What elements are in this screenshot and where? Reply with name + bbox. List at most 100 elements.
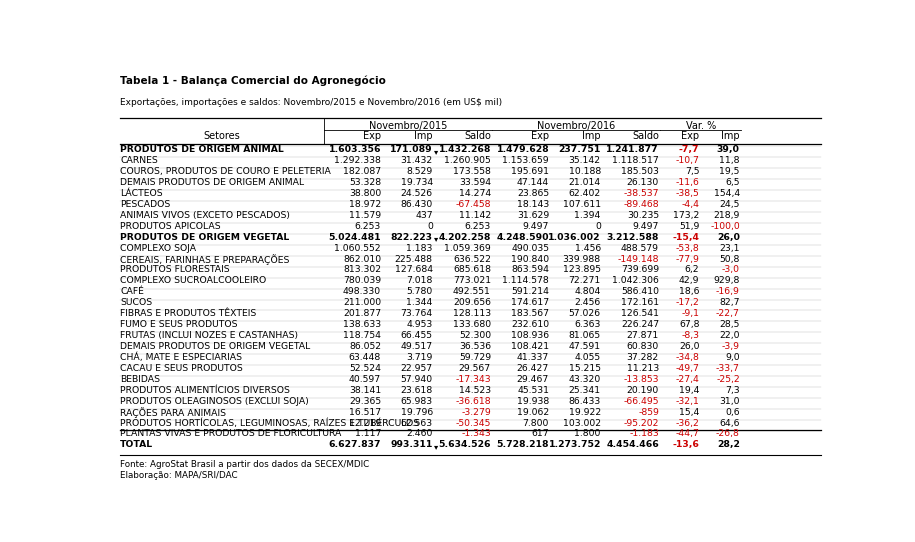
Text: 28,5: 28,5 (719, 320, 740, 329)
Text: Setores: Setores (204, 131, 241, 141)
Text: BEBIDAS: BEBIDAS (120, 375, 160, 384)
Text: 19.938: 19.938 (517, 397, 549, 405)
Text: 11.142: 11.142 (458, 211, 491, 220)
Text: 3.212.588: 3.212.588 (607, 233, 659, 242)
Text: -34,8: -34,8 (675, 353, 699, 362)
Text: Novembro/2015: Novembro/2015 (369, 120, 447, 131)
Text: 31.629: 31.629 (517, 211, 549, 220)
Text: 82,7: 82,7 (719, 298, 740, 307)
Text: 19,4: 19,4 (679, 386, 699, 395)
Text: 22.957: 22.957 (401, 364, 433, 373)
Text: 492.551: 492.551 (453, 287, 491, 296)
Text: 19.796: 19.796 (401, 408, 433, 417)
Text: COUROS, PRODUTOS DE COURO E PELETERIA: COUROS, PRODUTOS DE COURO E PELETERIA (120, 167, 331, 176)
Text: -77,9: -77,9 (675, 255, 699, 263)
Text: 108.936: 108.936 (511, 331, 549, 340)
Text: Exp: Exp (682, 131, 699, 141)
Text: 20.190: 20.190 (627, 386, 659, 395)
Text: 47.591: 47.591 (569, 342, 601, 351)
Text: 107.611: 107.611 (563, 200, 601, 209)
Text: 19.062: 19.062 (517, 408, 549, 417)
Text: 173.558: 173.558 (453, 167, 491, 176)
Text: -95.202: -95.202 (623, 418, 659, 428)
Text: 37.282: 37.282 (627, 353, 659, 362)
Text: Exp: Exp (531, 131, 549, 141)
Text: 12.219: 12.219 (349, 418, 381, 428)
Text: 1.118.517: 1.118.517 (612, 156, 659, 165)
Text: 1.059.369: 1.059.369 (444, 243, 491, 253)
Text: FRUTAS (INCLUI NOZES E CASTANHAS): FRUTAS (INCLUI NOZES E CASTANHAS) (120, 331, 298, 340)
Text: 26.130: 26.130 (627, 178, 659, 187)
Text: -89.468: -89.468 (623, 200, 659, 209)
Text: 22,0: 22,0 (719, 331, 740, 340)
Text: 16.517: 16.517 (349, 408, 381, 417)
Text: 29.365: 29.365 (349, 397, 381, 405)
Text: PRODUTOS FLORESTAIS: PRODUTOS FLORESTAIS (120, 266, 230, 274)
Text: 226.247: 226.247 (621, 320, 659, 329)
Text: 40.597: 40.597 (349, 375, 381, 384)
Text: 60.830: 60.830 (627, 342, 659, 351)
Text: 6.253: 6.253 (355, 222, 381, 231)
Text: 488.579: 488.579 (621, 243, 659, 253)
Text: 636.522: 636.522 (453, 255, 491, 263)
Text: Tabela 1 - Balança Comercial do Agronegócio: Tabela 1 - Balança Comercial do Agronegó… (120, 75, 386, 86)
Text: 86.430: 86.430 (401, 200, 433, 209)
Text: 127.684: 127.684 (394, 266, 433, 274)
Text: 183.567: 183.567 (511, 309, 549, 318)
Text: 30.235: 30.235 (627, 211, 659, 220)
Text: 26,0: 26,0 (716, 233, 740, 242)
Text: 38.800: 38.800 (349, 189, 381, 198)
Text: CAFÉ: CAFÉ (120, 287, 144, 296)
Text: -8,3: -8,3 (682, 331, 699, 340)
Text: 63.448: 63.448 (349, 353, 381, 362)
Text: 31,0: 31,0 (719, 397, 740, 405)
Text: 51,9: 51,9 (679, 222, 699, 231)
Text: 5.728.218: 5.728.218 (497, 441, 549, 449)
Text: -13.853: -13.853 (623, 375, 659, 384)
Text: -9,1: -9,1 (682, 309, 699, 318)
Text: 18.143: 18.143 (517, 200, 549, 209)
Text: 9,0: 9,0 (726, 353, 740, 362)
Text: 42,9: 42,9 (679, 276, 699, 286)
Text: 2.456: 2.456 (575, 298, 601, 307)
Text: PRODUTOS DE ORIGEM ANIMAL: PRODUTOS DE ORIGEM ANIMAL (120, 145, 284, 154)
Text: 4.454.466: 4.454.466 (607, 441, 659, 449)
Text: 86.052: 86.052 (349, 342, 381, 351)
Text: 1.456: 1.456 (575, 243, 601, 253)
Text: 6.627.837: 6.627.837 (328, 441, 381, 449)
Text: 773.021: 773.021 (453, 276, 491, 286)
Text: 498.330: 498.330 (343, 287, 381, 296)
Text: 25.341: 25.341 (569, 386, 601, 395)
Text: 780.039: 780.039 (343, 276, 381, 286)
Text: 1.432.268: 1.432.268 (438, 145, 491, 154)
Text: 15.215: 15.215 (569, 364, 601, 373)
Text: 18,6: 18,6 (679, 287, 699, 296)
Text: 26,0: 26,0 (679, 342, 699, 351)
Text: 19.734: 19.734 (401, 178, 433, 187)
Text: PESCADOS: PESCADOS (120, 200, 170, 209)
Text: 4.248.590: 4.248.590 (497, 233, 549, 242)
Text: 72.271: 72.271 (568, 276, 601, 286)
Text: 35.142: 35.142 (569, 156, 601, 165)
Text: 6,2: 6,2 (684, 266, 699, 274)
Text: 133.680: 133.680 (453, 320, 491, 329)
Text: 38.141: 38.141 (349, 386, 381, 395)
Text: 1.479.628: 1.479.628 (497, 145, 549, 154)
Text: 0,6: 0,6 (726, 408, 740, 417)
Text: -25,2: -25,2 (716, 375, 740, 384)
Text: 47.144: 47.144 (517, 178, 549, 187)
Text: 81.065: 81.065 (569, 331, 601, 340)
Text: -67.458: -67.458 (456, 200, 491, 209)
Text: 62.402: 62.402 (568, 189, 601, 198)
Text: 7,5: 7,5 (685, 167, 699, 176)
Text: -17.343: -17.343 (456, 375, 491, 384)
Text: 66.455: 66.455 (401, 331, 433, 340)
Text: Exportações, importações e saldos: Novembro/2015 e Novembro/2016 (em US$ mil): Exportações, importações e saldos: Novem… (120, 99, 502, 107)
Text: 4.202.258: 4.202.258 (438, 233, 491, 242)
Text: Novembro/2016: Novembro/2016 (537, 120, 616, 131)
Text: 1.394: 1.394 (575, 211, 601, 220)
Text: Saldo: Saldo (632, 131, 659, 141)
Text: Fonte: AgroStat Brasil a partir dos dados da SECEX/MDIC: Fonte: AgroStat Brasil a partir dos dado… (120, 460, 370, 469)
Text: 0: 0 (427, 222, 433, 231)
Text: 993.311: 993.311 (391, 441, 433, 449)
